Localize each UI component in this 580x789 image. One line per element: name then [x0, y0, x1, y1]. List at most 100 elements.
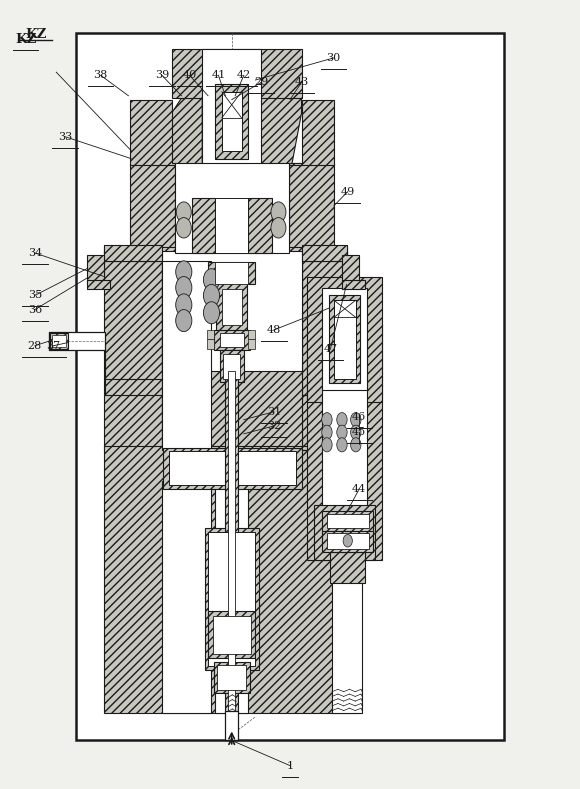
- Bar: [302, 252, 347, 450]
- Bar: [329, 295, 360, 383]
- Bar: [327, 514, 368, 528]
- Circle shape: [337, 413, 347, 427]
- Bar: [162, 252, 302, 450]
- Bar: [202, 50, 261, 165]
- Bar: [52, 335, 66, 347]
- Circle shape: [350, 438, 361, 452]
- Circle shape: [176, 202, 191, 222]
- Bar: [229, 371, 235, 713]
- Bar: [205, 528, 259, 670]
- Bar: [163, 448, 302, 489]
- Bar: [175, 163, 289, 253]
- Text: KZ: KZ: [26, 28, 47, 41]
- Text: 33: 33: [58, 132, 72, 141]
- Polygon shape: [172, 98, 202, 165]
- Bar: [213, 616, 251, 654]
- Bar: [322, 287, 367, 390]
- Bar: [215, 481, 248, 713]
- Bar: [162, 252, 302, 371]
- Bar: [104, 245, 162, 261]
- Bar: [208, 611, 255, 658]
- Bar: [322, 339, 367, 544]
- Text: 44: 44: [352, 484, 367, 494]
- Bar: [192, 198, 215, 253]
- Bar: [332, 555, 362, 713]
- Bar: [207, 330, 214, 339]
- Text: 43: 43: [295, 77, 309, 88]
- Text: 45: 45: [352, 427, 367, 437]
- Bar: [215, 198, 248, 253]
- Bar: [220, 350, 244, 382]
- Bar: [172, 50, 302, 98]
- Bar: [104, 252, 162, 450]
- Circle shape: [337, 425, 347, 439]
- Circle shape: [271, 218, 286, 238]
- Circle shape: [271, 202, 286, 222]
- Text: 31: 31: [267, 407, 281, 417]
- Bar: [104, 446, 358, 713]
- Text: 34: 34: [28, 248, 42, 258]
- Text: 29: 29: [254, 77, 269, 88]
- Bar: [248, 330, 255, 339]
- Polygon shape: [129, 100, 175, 165]
- Circle shape: [350, 413, 361, 427]
- Bar: [289, 163, 334, 253]
- Bar: [334, 300, 356, 379]
- Bar: [222, 289, 241, 325]
- Bar: [307, 323, 382, 559]
- Bar: [214, 330, 249, 350]
- Circle shape: [337, 438, 347, 452]
- Bar: [208, 532, 255, 666]
- Bar: [207, 339, 214, 349]
- Bar: [223, 353, 240, 379]
- Bar: [248, 339, 255, 349]
- Polygon shape: [261, 98, 302, 165]
- Bar: [129, 163, 175, 253]
- Text: 35: 35: [28, 290, 42, 301]
- Bar: [214, 662, 249, 694]
- Text: KZ: KZ: [15, 32, 37, 46]
- Circle shape: [350, 425, 361, 439]
- Bar: [331, 552, 365, 583]
- Bar: [218, 665, 246, 690]
- Bar: [215, 84, 248, 159]
- Text: 47: 47: [323, 344, 338, 354]
- Bar: [169, 451, 296, 485]
- Bar: [314, 505, 375, 559]
- Bar: [342, 255, 359, 282]
- Text: 37: 37: [46, 341, 60, 351]
- Bar: [248, 198, 271, 253]
- Text: 39: 39: [155, 70, 169, 80]
- Bar: [208, 263, 255, 284]
- Bar: [327, 533, 368, 548]
- Bar: [302, 245, 347, 261]
- Circle shape: [204, 269, 220, 290]
- Bar: [334, 300, 356, 317]
- Bar: [87, 280, 110, 289]
- Bar: [104, 247, 175, 261]
- Circle shape: [204, 284, 220, 306]
- Bar: [322, 510, 373, 531]
- Circle shape: [176, 218, 191, 238]
- Bar: [216, 282, 247, 331]
- Bar: [162, 481, 211, 713]
- Circle shape: [176, 277, 192, 298]
- Text: 1: 1: [287, 761, 293, 771]
- Circle shape: [176, 261, 192, 282]
- Circle shape: [322, 425, 332, 439]
- Bar: [226, 371, 238, 713]
- Text: 42: 42: [237, 70, 251, 80]
- Bar: [289, 247, 347, 261]
- Circle shape: [322, 413, 332, 427]
- Bar: [77, 33, 503, 740]
- Text: 36: 36: [28, 305, 42, 315]
- Circle shape: [343, 534, 352, 547]
- Bar: [322, 512, 367, 552]
- Bar: [215, 263, 248, 284]
- Polygon shape: [289, 100, 334, 165]
- Bar: [49, 331, 105, 350]
- Circle shape: [176, 309, 192, 331]
- Bar: [222, 92, 241, 118]
- Text: 30: 30: [326, 53, 340, 63]
- Text: 41: 41: [211, 70, 226, 80]
